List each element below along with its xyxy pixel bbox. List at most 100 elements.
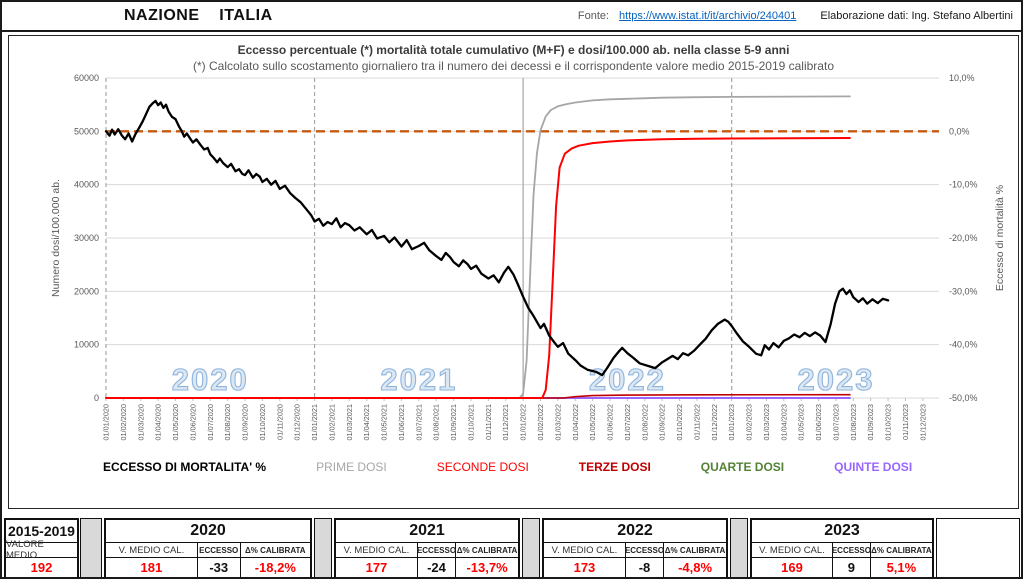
delta-value: 5,1% bbox=[886, 560, 917, 575]
x-label: 01/05/2022 bbox=[588, 404, 597, 441]
reference-table: 2015-2019 VALORE MEDIO 192 bbox=[4, 518, 79, 577]
year-watermark: 2023 bbox=[797, 362, 874, 397]
x-label: 01/05/2020 bbox=[171, 404, 180, 441]
year-table-2020: 2020 V. MEDIO CAL. ECCESSO Δ% CALIBRATA … bbox=[104, 518, 312, 577]
fonte-link[interactable]: https://www.istat.it/it/archivio/240401 bbox=[619, 10, 797, 22]
nation-title: NAZIONE ITALIA bbox=[124, 7, 273, 24]
y-left-tick: 40000 bbox=[74, 180, 99, 190]
col-header: V. MEDIO CAL. bbox=[336, 543, 418, 558]
x-label: 01/04/2023 bbox=[779, 404, 788, 441]
x-label: 01/11/2021 bbox=[484, 404, 493, 440]
y-right-tick: -30,0% bbox=[949, 286, 978, 296]
delta-value: -18,2% bbox=[254, 560, 296, 575]
x-label: 01/09/2023 bbox=[866, 404, 875, 441]
x-label: 01/07/2023 bbox=[831, 404, 840, 441]
v-medio-value: 169 bbox=[752, 558, 833, 577]
empty-end-cell bbox=[936, 518, 1020, 577]
col-header: V. MEDIO CAL. bbox=[752, 543, 833, 558]
x-label: 01/02/2020 bbox=[119, 404, 128, 441]
delta-value: -4,8% bbox=[678, 560, 713, 575]
x-label: 01/09/2021 bbox=[449, 404, 458, 441]
legend-item-quinte-dosi: QUINTE DOSI bbox=[834, 460, 913, 474]
chart-legend: ECCESSO DI MORTALITA' % PRIME DOSI SECONDE… bbox=[103, 460, 912, 474]
y-left-tick: 30000 bbox=[74, 233, 99, 243]
y-left-tick: 60000 bbox=[74, 74, 99, 83]
v-medio-value: 177 bbox=[336, 558, 418, 577]
reference-period: 2015-2019 bbox=[6, 520, 77, 543]
legend-item-eccesso-di-mortalita-: ECCESSO DI MORTALITA' % bbox=[103, 460, 267, 474]
x-label: 01/12/2020 bbox=[293, 404, 302, 441]
x-label: 01/05/2021 bbox=[380, 404, 389, 441]
delta-value: -13,7% bbox=[466, 560, 508, 575]
y-right-tick: 10,0% bbox=[949, 74, 975, 83]
x-label: 01/11/2020 bbox=[275, 404, 284, 440]
x-label: 01/10/2023 bbox=[884, 404, 893, 441]
year-watermark: 2021 bbox=[380, 362, 457, 397]
col-header: Δ% CALIBRATA bbox=[456, 543, 518, 558]
col-header: V. MEDIO CAL. bbox=[544, 543, 626, 558]
year-table-2022: 2022 V. MEDIO CAL. ECCESSO Δ% CALIBRATA … bbox=[542, 518, 728, 577]
series-terze-dosi bbox=[105, 393, 851, 399]
y-right-tick: -20,0% bbox=[949, 233, 978, 243]
x-label: 01/10/2020 bbox=[258, 404, 267, 441]
year-header: 2020 bbox=[106, 520, 310, 543]
x-label: 01/11/2023 bbox=[901, 404, 910, 440]
x-label: 01/04/2022 bbox=[571, 404, 580, 441]
fonte-label: Fonte: bbox=[577, 10, 610, 22]
chart-plot-area: 2020 2021 2022 2023 0 10000 20000 30000 40000 500… bbox=[11, 73, 1016, 466]
year-header: 2021 bbox=[336, 520, 518, 543]
x-label: 01/12/2021 bbox=[501, 404, 510, 441]
col-header: ECCESSO bbox=[832, 543, 871, 558]
reference-label: VALORE MEDIO bbox=[6, 539, 77, 561]
x-label: 01/04/2021 bbox=[362, 404, 371, 441]
series-seconde-dosi bbox=[105, 137, 851, 399]
legend-item-terze-dosi: TERZE DOSI bbox=[578, 460, 651, 474]
col-header: Δ% CALIBRATA bbox=[240, 543, 310, 558]
series-prime-dosi bbox=[105, 95, 851, 399]
col-header: Δ% CALIBRATA bbox=[664, 543, 726, 558]
y-left-tick: 50000 bbox=[74, 126, 99, 136]
x-label: 01/06/2020 bbox=[188, 404, 197, 441]
eccesso-value: 9 bbox=[833, 558, 871, 577]
year-header: 2022 bbox=[544, 520, 726, 543]
year-header: 2023 bbox=[752, 520, 932, 543]
eccesso-value: -24 bbox=[418, 558, 457, 577]
y-right-tick: -40,0% bbox=[949, 340, 978, 350]
table-spacer bbox=[80, 518, 102, 577]
series-eccesso-di-mortalita- bbox=[104, 99, 890, 377]
legend-item-seconde-dosi: SECONDE DOSI bbox=[436, 460, 529, 474]
eccesso-value: -33 bbox=[198, 558, 241, 577]
x-label: 01/03/2021 bbox=[345, 404, 354, 441]
y-left-tick: 0 bbox=[94, 393, 99, 403]
eccesso-value: -8 bbox=[626, 558, 665, 577]
x-label: 01/12/2023 bbox=[918, 404, 927, 441]
chart-svg: 2020 2021 2022 2023010000200003000040000500… bbox=[50, 73, 1006, 441]
chart-subtitle: (*) Calcolato sullo scostamento giornali… bbox=[192, 59, 834, 73]
x-label: 01/08/2023 bbox=[849, 404, 858, 441]
source-box: Fonte: https://www.istat.it/it/archivio/… bbox=[578, 10, 1013, 22]
x-label: 01/03/2023 bbox=[762, 404, 771, 441]
table-spacer bbox=[522, 518, 540, 577]
x-label: 01/06/2023 bbox=[814, 404, 823, 441]
x-label: 01/06/2022 bbox=[606, 404, 615, 441]
x-label: 01/07/2022 bbox=[623, 404, 632, 441]
summary-tables: 2015-2019 VALORE MEDIO 192 2020 V. MEDIO… bbox=[2, 511, 1021, 577]
col-header: Δ% CALIBRATA bbox=[870, 543, 932, 558]
x-label: 01/09/2022 bbox=[658, 404, 667, 441]
col-header: ECCESSO bbox=[625, 543, 665, 558]
x-label: 01/01/2023 bbox=[727, 404, 736, 441]
x-label: 01/10/2022 bbox=[675, 404, 684, 441]
x-label: 01/11/2022 bbox=[692, 404, 701, 440]
x-label: 01/01/2022 bbox=[519, 404, 528, 441]
x-label: 01/07/2020 bbox=[206, 404, 215, 441]
x-label: 01/03/2020 bbox=[136, 404, 145, 441]
year-table-2023: 2023 V. MEDIO CAL. ECCESSO Δ% CALIBRATA … bbox=[750, 518, 934, 577]
x-label: 01/01/2021 bbox=[310, 404, 319, 441]
x-label: 01/06/2021 bbox=[397, 404, 406, 441]
credit-text: Elaborazione dati: Ing. Stefano Albertin… bbox=[820, 10, 1013, 22]
x-label: 01/01/2020 bbox=[102, 404, 111, 441]
x-label: 01/05/2023 bbox=[797, 404, 806, 441]
v-medio-value: 173 bbox=[544, 558, 626, 577]
x-label: 01/08/2020 bbox=[223, 404, 232, 441]
